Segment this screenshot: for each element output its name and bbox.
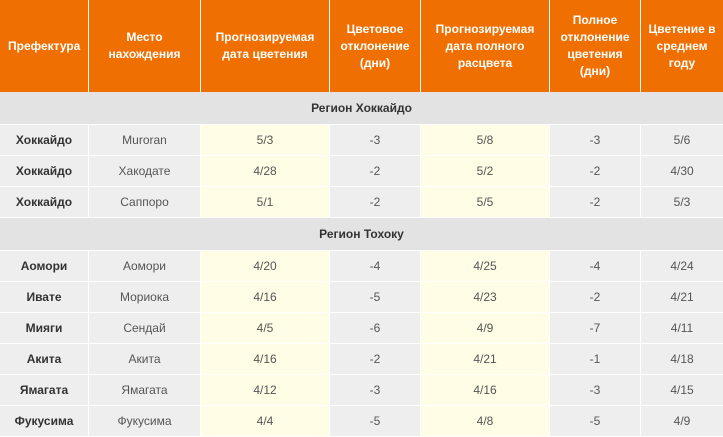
cell-average-year-bloom: 5/3	[641, 187, 723, 218]
cell-full-bloom-deviation: -3	[550, 375, 641, 406]
col-header-forecast-full-bloom-date: Прогнозируемая дата полного расцвета	[421, 0, 550, 92]
cell-bloom-deviation: -2	[330, 187, 421, 218]
cell-prefecture: Мияги	[0, 313, 89, 344]
cell-forecast-full-bloom-date: 4/16	[421, 375, 550, 406]
col-header-bloom-deviation: Цветовое отклонение (дни)	[330, 0, 421, 92]
cell-location: Muroran	[89, 125, 201, 156]
cell-prefecture: Фукусима	[0, 406, 89, 437]
region-name: Регион Хоккайдо	[0, 92, 723, 125]
cell-forecast-bloom-date: 4/4	[201, 406, 330, 437]
cell-bloom-deviation: -5	[330, 406, 421, 437]
cell-average-year-bloom: 4/9	[641, 406, 723, 437]
cell-forecast-full-bloom-date: 5/2	[421, 156, 550, 187]
cell-location: Сендай	[89, 313, 201, 344]
cell-forecast-bloom-date: 5/1	[201, 187, 330, 218]
cell-location: Хакодате	[89, 156, 201, 187]
cell-full-bloom-deviation: -2	[550, 282, 641, 313]
cell-prefecture: Хоккайдо	[0, 125, 89, 156]
cell-average-year-bloom: 4/24	[641, 251, 723, 282]
cell-average-year-bloom: 4/15	[641, 375, 723, 406]
cell-location: Мориока	[89, 282, 201, 313]
cell-full-bloom-deviation: -2	[550, 156, 641, 187]
cell-prefecture: Ямагата	[0, 375, 89, 406]
cell-forecast-full-bloom-date: 4/21	[421, 344, 550, 375]
col-header-location: Место нахождения	[89, 0, 201, 92]
cell-forecast-full-bloom-date: 4/8	[421, 406, 550, 437]
table-row: Аомори Аомори 4/20 -4 4/25 -4 4/24	[0, 251, 723, 282]
cell-forecast-full-bloom-date: 5/5	[421, 187, 550, 218]
cell-bloom-deviation: -6	[330, 313, 421, 344]
cell-location: Саппоро	[89, 187, 201, 218]
region-row: Регион Хоккайдо	[0, 92, 723, 125]
cell-forecast-bloom-date: 4/12	[201, 375, 330, 406]
cell-prefecture: Акита	[0, 344, 89, 375]
region-row: Регион Тохоку	[0, 218, 723, 251]
cell-forecast-bloom-date: 4/5	[201, 313, 330, 344]
cell-forecast-bloom-date: 4/28	[201, 156, 330, 187]
cell-location: Акита	[89, 344, 201, 375]
col-header-average-year-bloom: Цветение в среднем году	[641, 0, 723, 92]
cell-bloom-deviation: -2	[330, 344, 421, 375]
col-header-full-bloom-deviation: Полное отклонение цветения (дни)	[550, 0, 641, 92]
table-row: Мияги Сендай 4/5 -6 4/9 -7 4/11	[0, 313, 723, 344]
cell-bloom-deviation: -3	[330, 125, 421, 156]
cell-forecast-full-bloom-date: 4/25	[421, 251, 550, 282]
cell-forecast-full-bloom-date: 4/9	[421, 313, 550, 344]
table-row: Акита Акита 4/16 -2 4/21 -1 4/18	[0, 344, 723, 375]
cell-prefecture: Аомори	[0, 251, 89, 282]
cell-average-year-bloom: 4/18	[641, 344, 723, 375]
table-row: Хоккайдо Muroran 5/3 -3 5/8 -3 5/6	[0, 125, 723, 156]
cell-forecast-bloom-date: 5/3	[201, 125, 330, 156]
col-header-prefecture: Префектура	[0, 0, 89, 92]
col-header-forecast-bloom-date: Прогнозируемая дата цветения	[201, 0, 330, 92]
table-row: Хоккайдо Саппоро 5/1 -2 5/5 -2 5/3	[0, 187, 723, 218]
cell-forecast-full-bloom-date: 5/8	[421, 125, 550, 156]
cell-prefecture: Хоккайдо	[0, 156, 89, 187]
region-name: Регион Тохоку	[0, 218, 723, 251]
cell-full-bloom-deviation: -2	[550, 187, 641, 218]
cell-full-bloom-deviation: -5	[550, 406, 641, 437]
cell-bloom-deviation: -3	[330, 375, 421, 406]
cell-forecast-bloom-date: 4/16	[201, 344, 330, 375]
cell-location: Ямагата	[89, 375, 201, 406]
cell-average-year-bloom: 4/21	[641, 282, 723, 313]
cell-bloom-deviation: -4	[330, 251, 421, 282]
cell-prefecture: Ивате	[0, 282, 89, 313]
cell-full-bloom-deviation: -7	[550, 313, 641, 344]
cell-average-year-bloom: 4/11	[641, 313, 723, 344]
cell-forecast-full-bloom-date: 4/23	[421, 282, 550, 313]
cell-location: Фукусима	[89, 406, 201, 437]
cell-bloom-deviation: -5	[330, 282, 421, 313]
cell-forecast-bloom-date: 4/16	[201, 282, 330, 313]
cell-full-bloom-deviation: -1	[550, 344, 641, 375]
cell-full-bloom-deviation: -3	[550, 125, 641, 156]
table-row: Фукусима Фукусима 4/4 -5 4/8 -5 4/9	[0, 406, 723, 437]
cell-location: Аомори	[89, 251, 201, 282]
cell-average-year-bloom: 5/6	[641, 125, 723, 156]
cell-prefecture: Хоккайдо	[0, 187, 89, 218]
cell-bloom-deviation: -2	[330, 156, 421, 187]
table-row: Ямагата Ямагата 4/12 -3 4/16 -3 4/15	[0, 375, 723, 406]
cell-forecast-bloom-date: 4/20	[201, 251, 330, 282]
cell-full-bloom-deviation: -4	[550, 251, 641, 282]
cell-average-year-bloom: 4/30	[641, 156, 723, 187]
table-header-row: Префектура Место нахождения Прогнозируем…	[0, 0, 723, 92]
table-row: Хоккайдо Хакодате 4/28 -2 5/2 -2 4/30	[0, 156, 723, 187]
table-row: Ивате Мориока 4/16 -5 4/23 -2 4/21	[0, 282, 723, 313]
